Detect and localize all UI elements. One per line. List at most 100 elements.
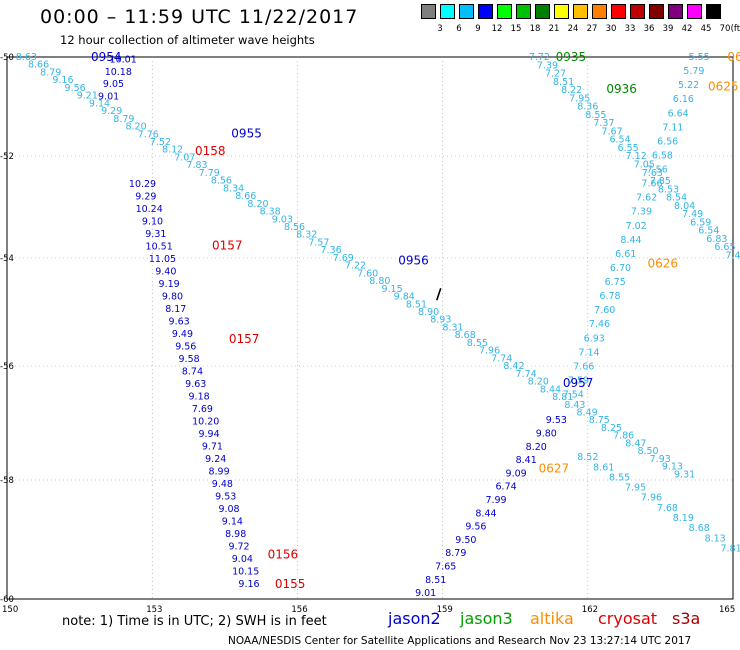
wave-height-value: 9.01 <box>415 588 436 599</box>
wave-height-value: 8.19 <box>673 513 694 524</box>
wave-height-value: 7.95 <box>625 483 646 494</box>
wave-height-value: 6.64 <box>668 108 689 119</box>
wave-height-value: 9.10 <box>142 217 163 228</box>
wave-height-value: 8.12 <box>162 145 183 156</box>
pass-time-label: 0158 <box>195 144 226 158</box>
wave-height-value: 9.21 <box>77 91 98 102</box>
legend-swatch <box>516 4 531 19</box>
legend-unit: (ft) <box>730 24 740 34</box>
wave-height-value: 8.42 <box>503 361 524 372</box>
wave-height-value: 8.17 <box>165 304 186 315</box>
legend-swatch <box>687 4 702 19</box>
wave-height-value: 7.49 <box>682 209 703 220</box>
pass-time-label: 0157 <box>229 332 260 346</box>
lat-tick-label: -50 <box>0 53 14 63</box>
legend-label: 9 <box>475 24 481 34</box>
wave-height-value: 6.56 <box>657 136 678 147</box>
wave-height-value: 7.76 <box>138 129 159 140</box>
wave-height-value: 8.13 <box>705 533 726 544</box>
legend-swatch <box>592 4 607 19</box>
lon-tick-label: 156 <box>291 605 307 615</box>
wave-height-value: 10.18 <box>105 67 132 78</box>
wave-height-value: 7.86 <box>613 431 634 442</box>
wave-height-value: 6.61 <box>615 249 636 260</box>
legend-swatch <box>706 4 721 19</box>
wave-height-value: 10.20 <box>192 417 219 428</box>
legend-label: 39 <box>662 24 674 34</box>
credit-line: NOAA/NESDIS Center for Satellite Applica… <box>228 635 692 647</box>
wave-height-value: 8.93 <box>430 315 451 326</box>
wave-height-value: 6.16 <box>673 94 694 105</box>
lon-tick-label: 153 <box>146 605 162 615</box>
wave-height-value: 7.07 <box>174 152 195 163</box>
wave-height-value: 8.04 <box>674 201 695 212</box>
wave-height-value: 9.05 <box>103 79 124 90</box>
wave-height-value: 7.72 <box>529 52 550 63</box>
legend-swatch <box>421 4 436 19</box>
wave-height-value: 9.58 <box>179 354 200 365</box>
wave-height-value: 9.14 <box>89 98 110 109</box>
wave-height-value: 6.65 <box>714 242 735 253</box>
map-marker-icon <box>436 288 442 301</box>
wave-height-value: 9.16 <box>52 75 73 86</box>
wave-height-value: 7.85 <box>650 176 671 187</box>
altimeter-tracks: 8.638.668.799.169.569.219.149.298.798.20… <box>16 52 740 599</box>
wave-height-value: 9.50 <box>455 535 476 546</box>
wave-height-value: 7.67 <box>601 126 622 137</box>
wave-height-value: 9.14 <box>222 517 243 528</box>
wave-height-value: 8.20 <box>247 199 268 210</box>
wave-height-value: 7.60 <box>357 268 378 279</box>
satellite-name: jason3 <box>460 609 513 628</box>
wave-height-value: 7.57 <box>308 237 329 248</box>
wave-height-value: 8.43 <box>564 400 585 411</box>
wave-height-value: 10.15 <box>232 567 259 578</box>
wave-height-value: 5.22 <box>678 80 699 91</box>
wave-height-value: 7.59 <box>568 375 589 386</box>
wave-height-value: 8.52 <box>577 452 598 463</box>
page-subtitle: 12 hour collection of altimeter wave hei… <box>60 33 315 47</box>
wave-height-value: 8.61 <box>593 462 614 473</box>
wave-height-value: 9.40 <box>155 267 176 278</box>
pass-time-labels: 0954 0955 0956 0957 0158 0157 0157 0156 0155 0935… <box>91 50 740 591</box>
wave-height-value: 8.20 <box>526 442 547 453</box>
legend-label: 30 <box>605 24 617 34</box>
wave-height-value: 9.72 <box>228 542 249 553</box>
wave-height-value: 7.52 <box>150 137 171 148</box>
legend-label: 42 <box>681 24 693 34</box>
wave-height-value: 7.74 <box>516 369 537 380</box>
wave-height-value: 11.05 <box>149 254 176 265</box>
wave-height-value: 8.20 <box>125 122 146 133</box>
pass-time-label: 0625 <box>708 80 739 94</box>
wave-height-value: 8.44 <box>620 235 641 246</box>
wave-height-value: 5.79 <box>683 66 704 77</box>
wave-height-value: 8.44 <box>540 384 561 395</box>
wave-height-value: 8.99 <box>208 467 229 478</box>
wave-height-value: 9.48 <box>212 479 233 490</box>
legend-label: 70 <box>719 24 731 34</box>
legend-label: 36 <box>643 24 655 34</box>
wave-height-value: 8.50 <box>637 446 658 457</box>
wave-height-value: 6.75 <box>605 277 626 288</box>
pass-time-label: 0624 <box>727 50 740 64</box>
wave-height-value: 7.65 <box>435 561 456 572</box>
wave-height-value: 9.09 <box>506 468 527 479</box>
pass-time-label: 0936 <box>606 82 637 96</box>
legend-swatch <box>535 4 550 19</box>
wave-height-value: 8.79 <box>445 548 466 559</box>
satellite-name: altika <box>530 609 574 628</box>
pass-time-label: 0155 <box>275 577 306 591</box>
pass-time-label: 0157 <box>212 238 243 252</box>
lat-tick-label: -52 <box>0 152 14 162</box>
wave-height-value: 9.19 <box>159 279 180 290</box>
wave-height-value: 7.22 <box>345 261 366 272</box>
wave-height-value: 7.63 <box>642 168 663 179</box>
wave-height-value: 9.31 <box>674 469 695 480</box>
wave-height-value: 8.79 <box>113 114 134 125</box>
wave-height-value: 7.36 <box>321 245 342 256</box>
lon-tick-label: 150 <box>2 605 18 615</box>
wave-height-value: 8.55 <box>467 338 488 349</box>
wave-height-value: 6.54 <box>698 226 719 237</box>
wave-height-value: 6.70 <box>610 263 631 274</box>
wave-height-value: 9.80 <box>162 292 183 303</box>
